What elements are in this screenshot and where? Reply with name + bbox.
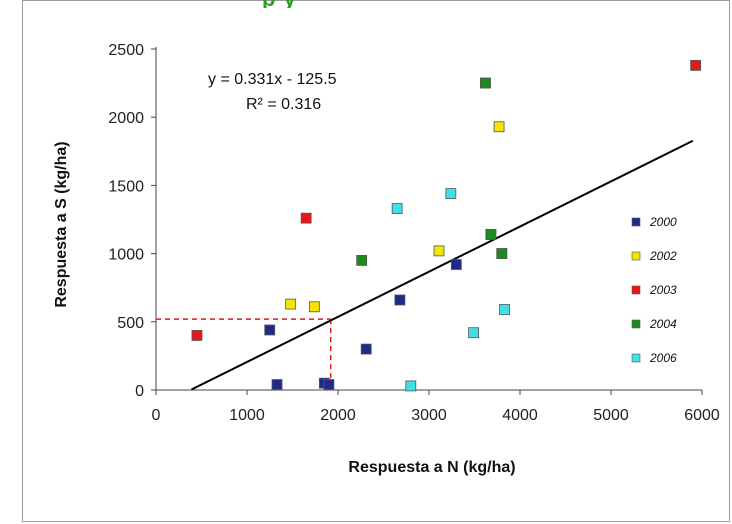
y-tick-label: 2000 xyxy=(108,110,144,127)
x-axis-label: Respuesta a N (kg/ha) xyxy=(348,459,515,476)
data-point-2000 xyxy=(450,259,462,270)
data-point-2000 xyxy=(271,379,283,390)
data-point-2004 xyxy=(485,229,497,240)
x-tick-label: 4000 xyxy=(502,407,538,424)
data-point-2006 xyxy=(405,380,417,392)
data-point-2000 xyxy=(360,343,372,355)
legend-label-2003: 2003 xyxy=(649,283,677,297)
y-tick-label: 1500 xyxy=(108,178,144,195)
legend-label-2002: 2002 xyxy=(649,249,677,263)
data-point-2006 xyxy=(391,203,403,214)
legend-swatch-2006 xyxy=(631,353,641,363)
data-point-2002 xyxy=(493,121,505,133)
x-tick-label: 5000 xyxy=(593,407,629,424)
y-tick-label: 500 xyxy=(117,315,144,332)
data-point-2000 xyxy=(394,294,406,306)
y-tick-label: 2500 xyxy=(108,42,144,59)
trendline-line xyxy=(191,139,694,391)
trendline xyxy=(191,139,694,391)
data-point-2000 xyxy=(264,324,276,336)
trendline-r2: R² = 0.316 xyxy=(246,96,321,113)
data-point-2006 xyxy=(468,327,479,339)
data-points xyxy=(191,59,702,392)
data-point-2002 xyxy=(285,298,297,310)
x-tick-label: 6000 xyxy=(684,407,720,424)
data-point-2002 xyxy=(433,245,445,257)
legend-label-2004: 2004 xyxy=(649,317,677,331)
legend-swatch-2004 xyxy=(631,319,641,329)
x-tick-label: 3000 xyxy=(411,407,447,424)
axes: 0 500 1000 1500 2000 2500 0 1000 2000 3000 4000 500… xyxy=(108,42,719,424)
legend-swatch-2003 xyxy=(631,285,641,295)
y-axis-label: Respuesta a S (kg/ha) xyxy=(53,141,70,307)
y-tick-label: 0 xyxy=(135,383,144,400)
reference-lines xyxy=(156,318,332,390)
legend-label-2000: 2000 xyxy=(649,215,677,229)
data-point-2006 xyxy=(499,304,510,315)
chart-frame xyxy=(22,0,730,522)
data-point-2003 xyxy=(690,59,702,71)
trendline-equation: y = 0.331x - 125.5 xyxy=(208,71,337,88)
data-point-2000 xyxy=(323,379,335,390)
y-tick-label: 1000 xyxy=(108,247,144,264)
x-tick-label: 1000 xyxy=(229,407,265,424)
data-point-2004 xyxy=(480,77,491,89)
x-tick-label: 2000 xyxy=(320,407,356,424)
legend: 2000 2002 2003 2004 2006 xyxy=(631,215,677,365)
data-point-2006 xyxy=(445,188,457,199)
data-point-2004 xyxy=(356,255,368,266)
data-point-2002 xyxy=(308,301,320,313)
legend-label-2006: 2006 xyxy=(649,351,677,365)
data-point-2004 xyxy=(496,248,508,260)
data-point-2003 xyxy=(300,212,312,224)
data-point-2003 xyxy=(191,330,203,341)
legend-swatch-2000 xyxy=(631,217,641,227)
legend-swatch-2002 xyxy=(631,251,641,261)
x-tick-label: 0 xyxy=(152,407,161,424)
